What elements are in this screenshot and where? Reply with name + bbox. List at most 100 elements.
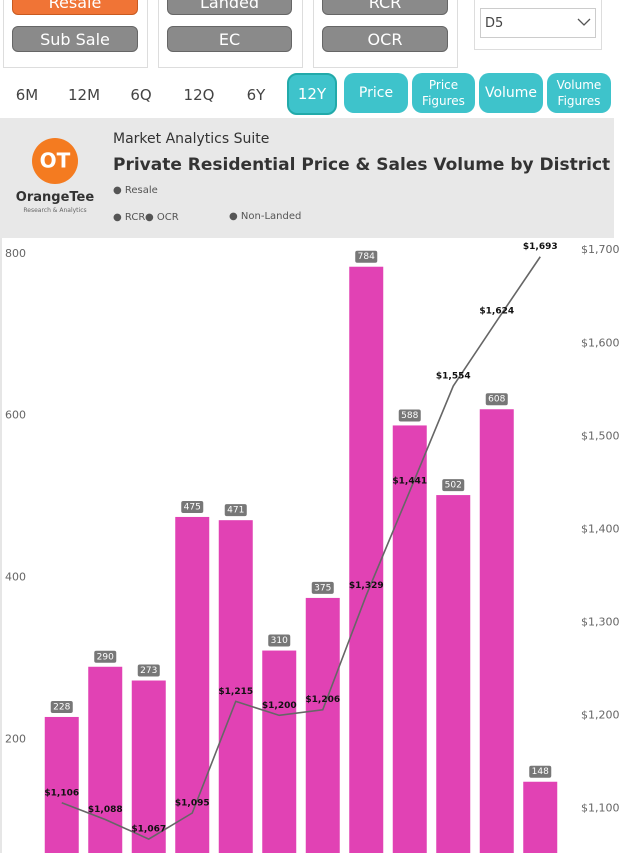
logo-text: OT (40, 149, 71, 173)
y2-tick-label: $1,500 (581, 429, 620, 442)
bar (131, 680, 166, 853)
period-tab[interactable]: 6Y (246, 86, 266, 104)
bar-label-bg (94, 650, 117, 663)
bar (523, 781, 558, 853)
bar-label: 148 (532, 767, 549, 777)
bar-label: 375 (314, 583, 331, 593)
bar-label-bg (311, 581, 334, 594)
district-panel (474, 0, 602, 50)
bar (262, 650, 297, 853)
bar-label-bg (224, 504, 247, 517)
view-button[interactable]: Volume Figures (547, 73, 611, 113)
bar-label-bg (137, 664, 160, 677)
line-label: $1,067 (131, 825, 166, 835)
bar-label-bg (355, 250, 378, 263)
y2-tick-label: $1,600 (581, 336, 620, 349)
y2-tick-label: $1,700 (581, 243, 620, 256)
filter-button[interactable]: OCR (322, 26, 448, 52)
bar (218, 520, 253, 853)
chevron (577, 18, 591, 26)
bar (305, 597, 340, 853)
chart-title: Private Residential Price & Sales Volume… (113, 155, 611, 175)
line-label: $1,088 (88, 805, 123, 815)
line-label: $1,554 (436, 372, 471, 382)
brand-sub: Research & Analytics (23, 207, 87, 214)
bar (349, 266, 384, 853)
view-button[interactable]: Price Figures (412, 73, 475, 113)
bar-label-bg (398, 409, 421, 422)
filter-button[interactable]: EC (167, 26, 292, 52)
bar-label-bg (442, 479, 465, 492)
filter-label: ● OCR (145, 212, 179, 223)
bar (88, 666, 123, 853)
period-tab[interactable]: 12Q (183, 86, 215, 104)
period-tab[interactable]: 6M (15, 86, 39, 104)
filter-label-text: Non-Landed (240, 211, 302, 222)
period-tab[interactable]: 12M (67, 86, 101, 104)
y-tick-label: 200 (5, 733, 26, 746)
bar-label: 273 (140, 666, 157, 676)
bar-label-bg (181, 500, 204, 513)
filter-label-text: Resale (124, 185, 158, 196)
bar-label: 475 (184, 502, 201, 512)
y2-tick-label: $1,200 (581, 708, 620, 721)
bar-label: 471 (227, 506, 244, 516)
line-label: $1,095 (175, 799, 210, 809)
bar-label-bg (529, 765, 552, 778)
filter-button[interactable]: Sub Sale (12, 26, 138, 52)
filter-button[interactable]: RCR (322, 0, 448, 15)
bar (392, 425, 427, 853)
bar (175, 516, 210, 853)
bar (44, 716, 79, 853)
line-label: $1,693 (523, 242, 558, 252)
filter-label: ● RCR (113, 212, 146, 223)
bar-label-bg (485, 393, 508, 406)
price-line (61, 256, 541, 840)
district-dropdown[interactable]: D5 (480, 8, 596, 38)
line-label: $1,329 (349, 581, 384, 591)
bar-label: 588 (401, 411, 418, 421)
y-tick-label: 600 (5, 409, 26, 422)
period-tab[interactable]: 6Q (130, 86, 152, 104)
filter-button[interactable]: Landed (167, 0, 292, 15)
filter-button[interactable]: Resale (12, 0, 138, 15)
filter-label: ● Resale (113, 185, 158, 196)
dropdown-value: D5 (485, 16, 504, 31)
bar-label: 290 (97, 652, 114, 662)
bar (436, 495, 471, 853)
line-label: $1,441 (392, 477, 427, 487)
line-label: $1,206 (305, 695, 340, 705)
line-label: $1,106 (44, 788, 79, 798)
bar-label: 228 (53, 702, 70, 712)
region-panel (313, 0, 458, 68)
view-button[interactable]: Volume (479, 73, 543, 113)
bar-label: 608 (488, 395, 505, 405)
line-label: $1,215 (218, 687, 253, 697)
line-label: $1,200 (262, 701, 297, 711)
logo: OT (32, 138, 78, 184)
filter-label: ● Non-Landed (229, 211, 302, 222)
y-tick-label: 400 (5, 571, 26, 584)
brand: OrangeTee (15, 190, 95, 205)
filter-label-text: OCR (156, 212, 179, 223)
line-label: $1,624 (479, 306, 514, 316)
bar-label-bg (268, 634, 291, 647)
bar-label-bg (50, 700, 73, 713)
y2-tick-label: $1,300 (581, 615, 620, 628)
y-tick-label: 800 (5, 247, 26, 260)
bar-label: 310 (271, 636, 288, 646)
sale-type-panel (3, 0, 148, 68)
bar-label: 784 (358, 252, 375, 262)
filter-label-text: RCR (124, 212, 146, 223)
y2-tick-label: $1,100 (581, 801, 620, 814)
header-panel (0, 118, 614, 238)
y2-tick-label: $1,400 (581, 522, 620, 535)
view-button[interactable]: Price (344, 73, 408, 113)
property-type-panel (158, 0, 303, 68)
bar (479, 409, 514, 853)
period-tab-selected[interactable]: 12Y (287, 73, 337, 115)
suite-name: Market Analytics Suite (113, 131, 270, 147)
bar-label: 502 (445, 481, 462, 491)
